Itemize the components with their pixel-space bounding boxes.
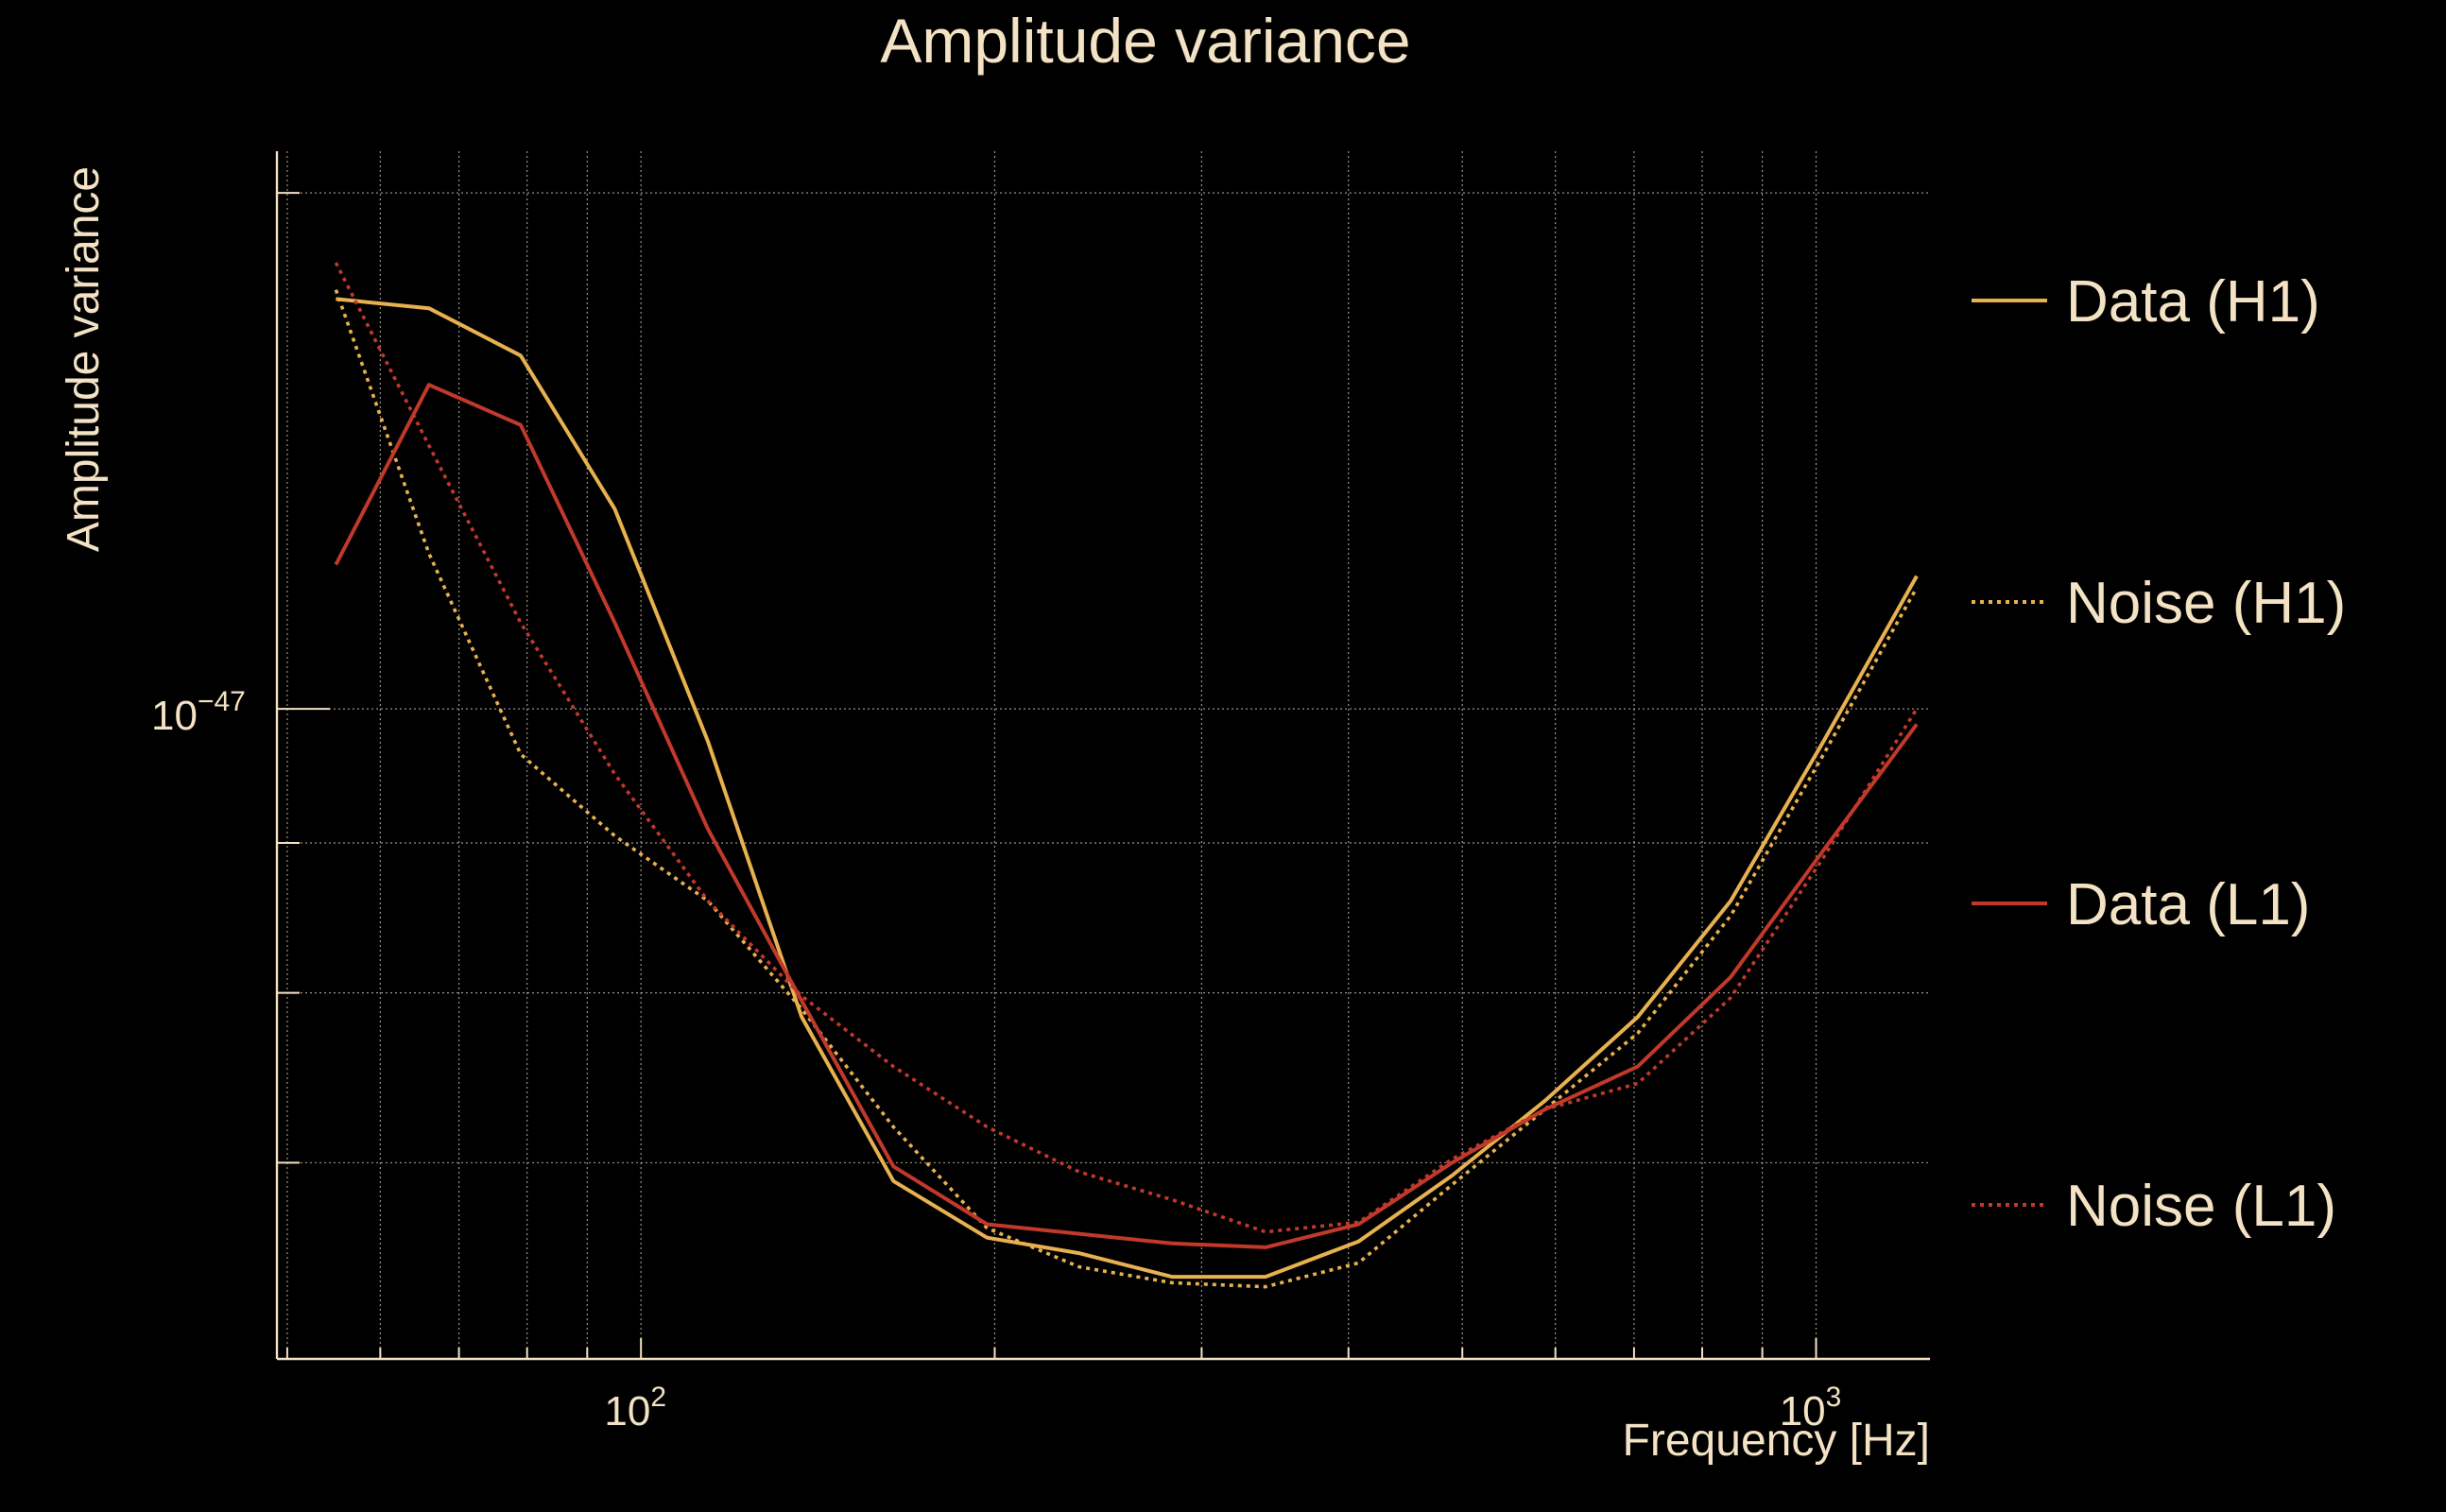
legend-item: Noise (H1) [1972,571,2346,636]
y-tick-label: 10−47 [151,686,246,739]
y-tick-label-base: 10 [151,693,198,739]
x-tick-label-exponent: 2 [650,1382,666,1413]
legend-item: Noise (L1) [1972,1174,2336,1239]
x-tick-label-exponent: 3 [1826,1382,1842,1413]
x-tick-label-base: 10 [604,1388,650,1435]
legend-item: Data (L1) [1972,872,2310,937]
legend: Data (H1) Noise (H1) Data (L1) Noise (L1) [1972,269,2346,1239]
chart-title: Amplitude variance [880,6,1410,76]
legend-label: Data (H1) [2066,269,2320,335]
y-tick-label-exponent: −47 [198,686,246,717]
legend-label: Data (L1) [2066,872,2310,937]
series-layer [334,262,1919,1289]
x-tick-label: 102 [604,1382,666,1435]
series-line-noise-l1 [334,262,1919,1234]
series-line-data-h1 [336,297,1919,1280]
y-axis-label: Amplitude variance [59,166,109,552]
legend-item: Data (H1) [1972,269,2320,335]
legend-label: Noise (H1) [2066,571,2346,636]
x-tick-label: 103 [1780,1382,1842,1435]
series-line-data-l1 [334,383,1919,1249]
x-tick-label-base: 10 [1780,1388,1826,1435]
series-line-noise-h1 [334,289,1919,1289]
legend-label: Noise (L1) [2066,1174,2336,1239]
x-axis-label: Frequency [Hz] [1623,1416,1930,1466]
